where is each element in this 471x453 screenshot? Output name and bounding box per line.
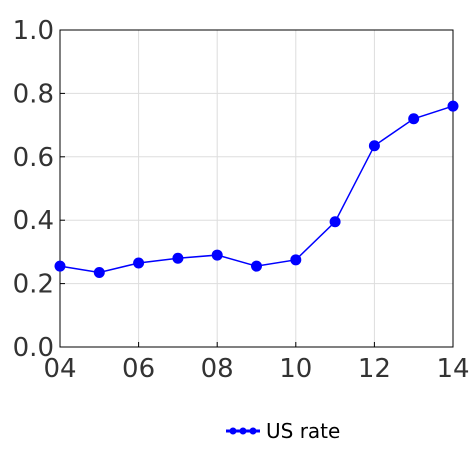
x-tick-label: 10: [279, 354, 312, 384]
legend-swatch-marker: [239, 427, 247, 435]
data-point: [172, 252, 184, 264]
tick-labels: 04 06 08 10 12 14 0.0 0.2 0.4 0.6 0.8 1.0: [13, 16, 470, 384]
data-point: [290, 254, 302, 266]
legend: US rate: [226, 419, 340, 443]
series: [54, 100, 459, 279]
x-tick-label: 04: [43, 354, 76, 384]
axes: [59, 29, 454, 348]
legend-label: US rate: [266, 419, 340, 443]
data-point: [447, 100, 459, 112]
x-tick-label: 14: [436, 354, 469, 384]
y-tick-label: 1.0: [13, 16, 54, 46]
series-line: [59, 105, 454, 274]
data-point: [54, 260, 66, 272]
y-tick-label: 0.4: [13, 206, 54, 236]
y-tick-label: 0.6: [13, 143, 54, 173]
data-point: [133, 257, 145, 269]
x-tick-label: 12: [358, 354, 391, 384]
legend-swatch-marker: [229, 427, 237, 435]
data-point: [408, 113, 420, 125]
x-tick-label: 06: [122, 354, 155, 384]
legend-swatch-marker: [249, 427, 257, 435]
plot-frame: [59, 29, 454, 348]
x-tick-label: 08: [201, 354, 234, 384]
data-point: [329, 216, 341, 228]
grid: [59, 29, 454, 348]
y-tick-label: 0.8: [13, 79, 54, 109]
data-point: [211, 249, 223, 261]
data-point: [93, 267, 105, 279]
y-tick-label: 0.2: [13, 270, 54, 300]
y-tick-label: 0.0: [13, 333, 54, 363]
data-point: [251, 260, 262, 272]
data-point: [368, 140, 380, 152]
